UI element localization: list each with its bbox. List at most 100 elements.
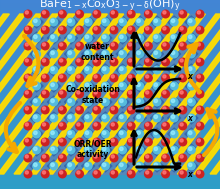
Circle shape: [196, 26, 204, 34]
Polygon shape: [133, 16, 146, 28]
Circle shape: [59, 138, 66, 146]
Circle shape: [180, 91, 183, 94]
Bar: [0, 22, 220, 23]
Polygon shape: [30, 48, 43, 60]
Circle shape: [41, 138, 49, 146]
Polygon shape: [112, 14, 220, 174]
Circle shape: [170, 18, 178, 26]
Circle shape: [25, 123, 28, 126]
Polygon shape: [63, 14, 189, 174]
Bar: [0, 40, 220, 41]
FancyArrowPatch shape: [24, 36, 38, 86]
Circle shape: [85, 67, 89, 70]
Bar: [0, 142, 220, 143]
Circle shape: [102, 130, 109, 138]
Polygon shape: [30, 144, 43, 156]
Bar: [0, 91, 220, 92]
Circle shape: [25, 171, 28, 174]
Polygon shape: [64, 144, 77, 156]
Text: ORR/OER
activity: ORR/OER activity: [74, 139, 112, 159]
Circle shape: [127, 74, 135, 82]
Polygon shape: [150, 128, 163, 140]
Circle shape: [102, 34, 109, 42]
Bar: [0, 81, 220, 82]
Circle shape: [93, 106, 101, 114]
Circle shape: [25, 75, 28, 78]
Circle shape: [127, 138, 135, 146]
Polygon shape: [150, 64, 163, 76]
Circle shape: [197, 107, 200, 110]
Polygon shape: [133, 48, 146, 60]
Bar: [0, 64, 220, 66]
Circle shape: [180, 107, 183, 110]
Bar: [0, 9, 220, 10]
Circle shape: [59, 106, 66, 114]
Bar: [0, 2, 220, 4]
Circle shape: [171, 51, 175, 54]
Bar: [0, 170, 220, 172]
Circle shape: [146, 107, 149, 110]
Circle shape: [162, 74, 169, 82]
Polygon shape: [150, 144, 163, 156]
Circle shape: [42, 91, 46, 94]
Circle shape: [103, 19, 106, 22]
Circle shape: [146, 43, 149, 46]
Circle shape: [127, 90, 135, 98]
Polygon shape: [47, 64, 60, 76]
Bar: [0, 130, 220, 132]
Circle shape: [102, 114, 109, 122]
Circle shape: [180, 155, 183, 158]
Bar: [0, 180, 220, 181]
Circle shape: [119, 50, 126, 58]
Circle shape: [77, 123, 80, 126]
Bar: [0, 187, 220, 189]
Circle shape: [111, 43, 114, 46]
Bar: [0, 37, 220, 39]
Circle shape: [93, 170, 101, 178]
Circle shape: [41, 10, 49, 18]
Circle shape: [119, 98, 126, 106]
Circle shape: [34, 83, 37, 87]
Circle shape: [110, 10, 118, 18]
Polygon shape: [30, 16, 43, 28]
Bar: [0, 81, 220, 83]
Circle shape: [171, 147, 175, 150]
Circle shape: [67, 50, 75, 58]
Circle shape: [146, 75, 149, 78]
Circle shape: [180, 27, 183, 30]
Polygon shape: [185, 80, 198, 92]
Circle shape: [50, 146, 58, 154]
Circle shape: [24, 106, 32, 114]
Polygon shape: [116, 80, 129, 92]
Bar: [0, 77, 220, 78]
Polygon shape: [82, 16, 95, 28]
Circle shape: [111, 59, 114, 62]
Circle shape: [111, 27, 114, 30]
Polygon shape: [178, 14, 220, 174]
Circle shape: [179, 58, 187, 66]
Bar: [0, 153, 220, 154]
Polygon shape: [30, 32, 43, 44]
Circle shape: [162, 170, 169, 178]
Circle shape: [59, 42, 66, 50]
Circle shape: [59, 10, 66, 18]
Bar: [0, 101, 220, 103]
Bar: [0, 57, 220, 59]
FancyArrowPatch shape: [204, 109, 217, 155]
Circle shape: [84, 114, 92, 122]
Circle shape: [145, 90, 152, 98]
Polygon shape: [30, 14, 156, 174]
Circle shape: [162, 58, 169, 66]
Circle shape: [128, 11, 132, 14]
Bar: [0, 47, 220, 49]
Polygon shape: [116, 144, 129, 156]
Bar: [0, 12, 220, 13]
Bar: [0, 112, 220, 114]
Polygon shape: [150, 80, 163, 92]
Bar: [0, 74, 220, 75]
Circle shape: [110, 90, 118, 98]
Circle shape: [42, 75, 46, 78]
Circle shape: [77, 59, 80, 62]
Circle shape: [42, 123, 46, 126]
Polygon shape: [116, 32, 129, 44]
